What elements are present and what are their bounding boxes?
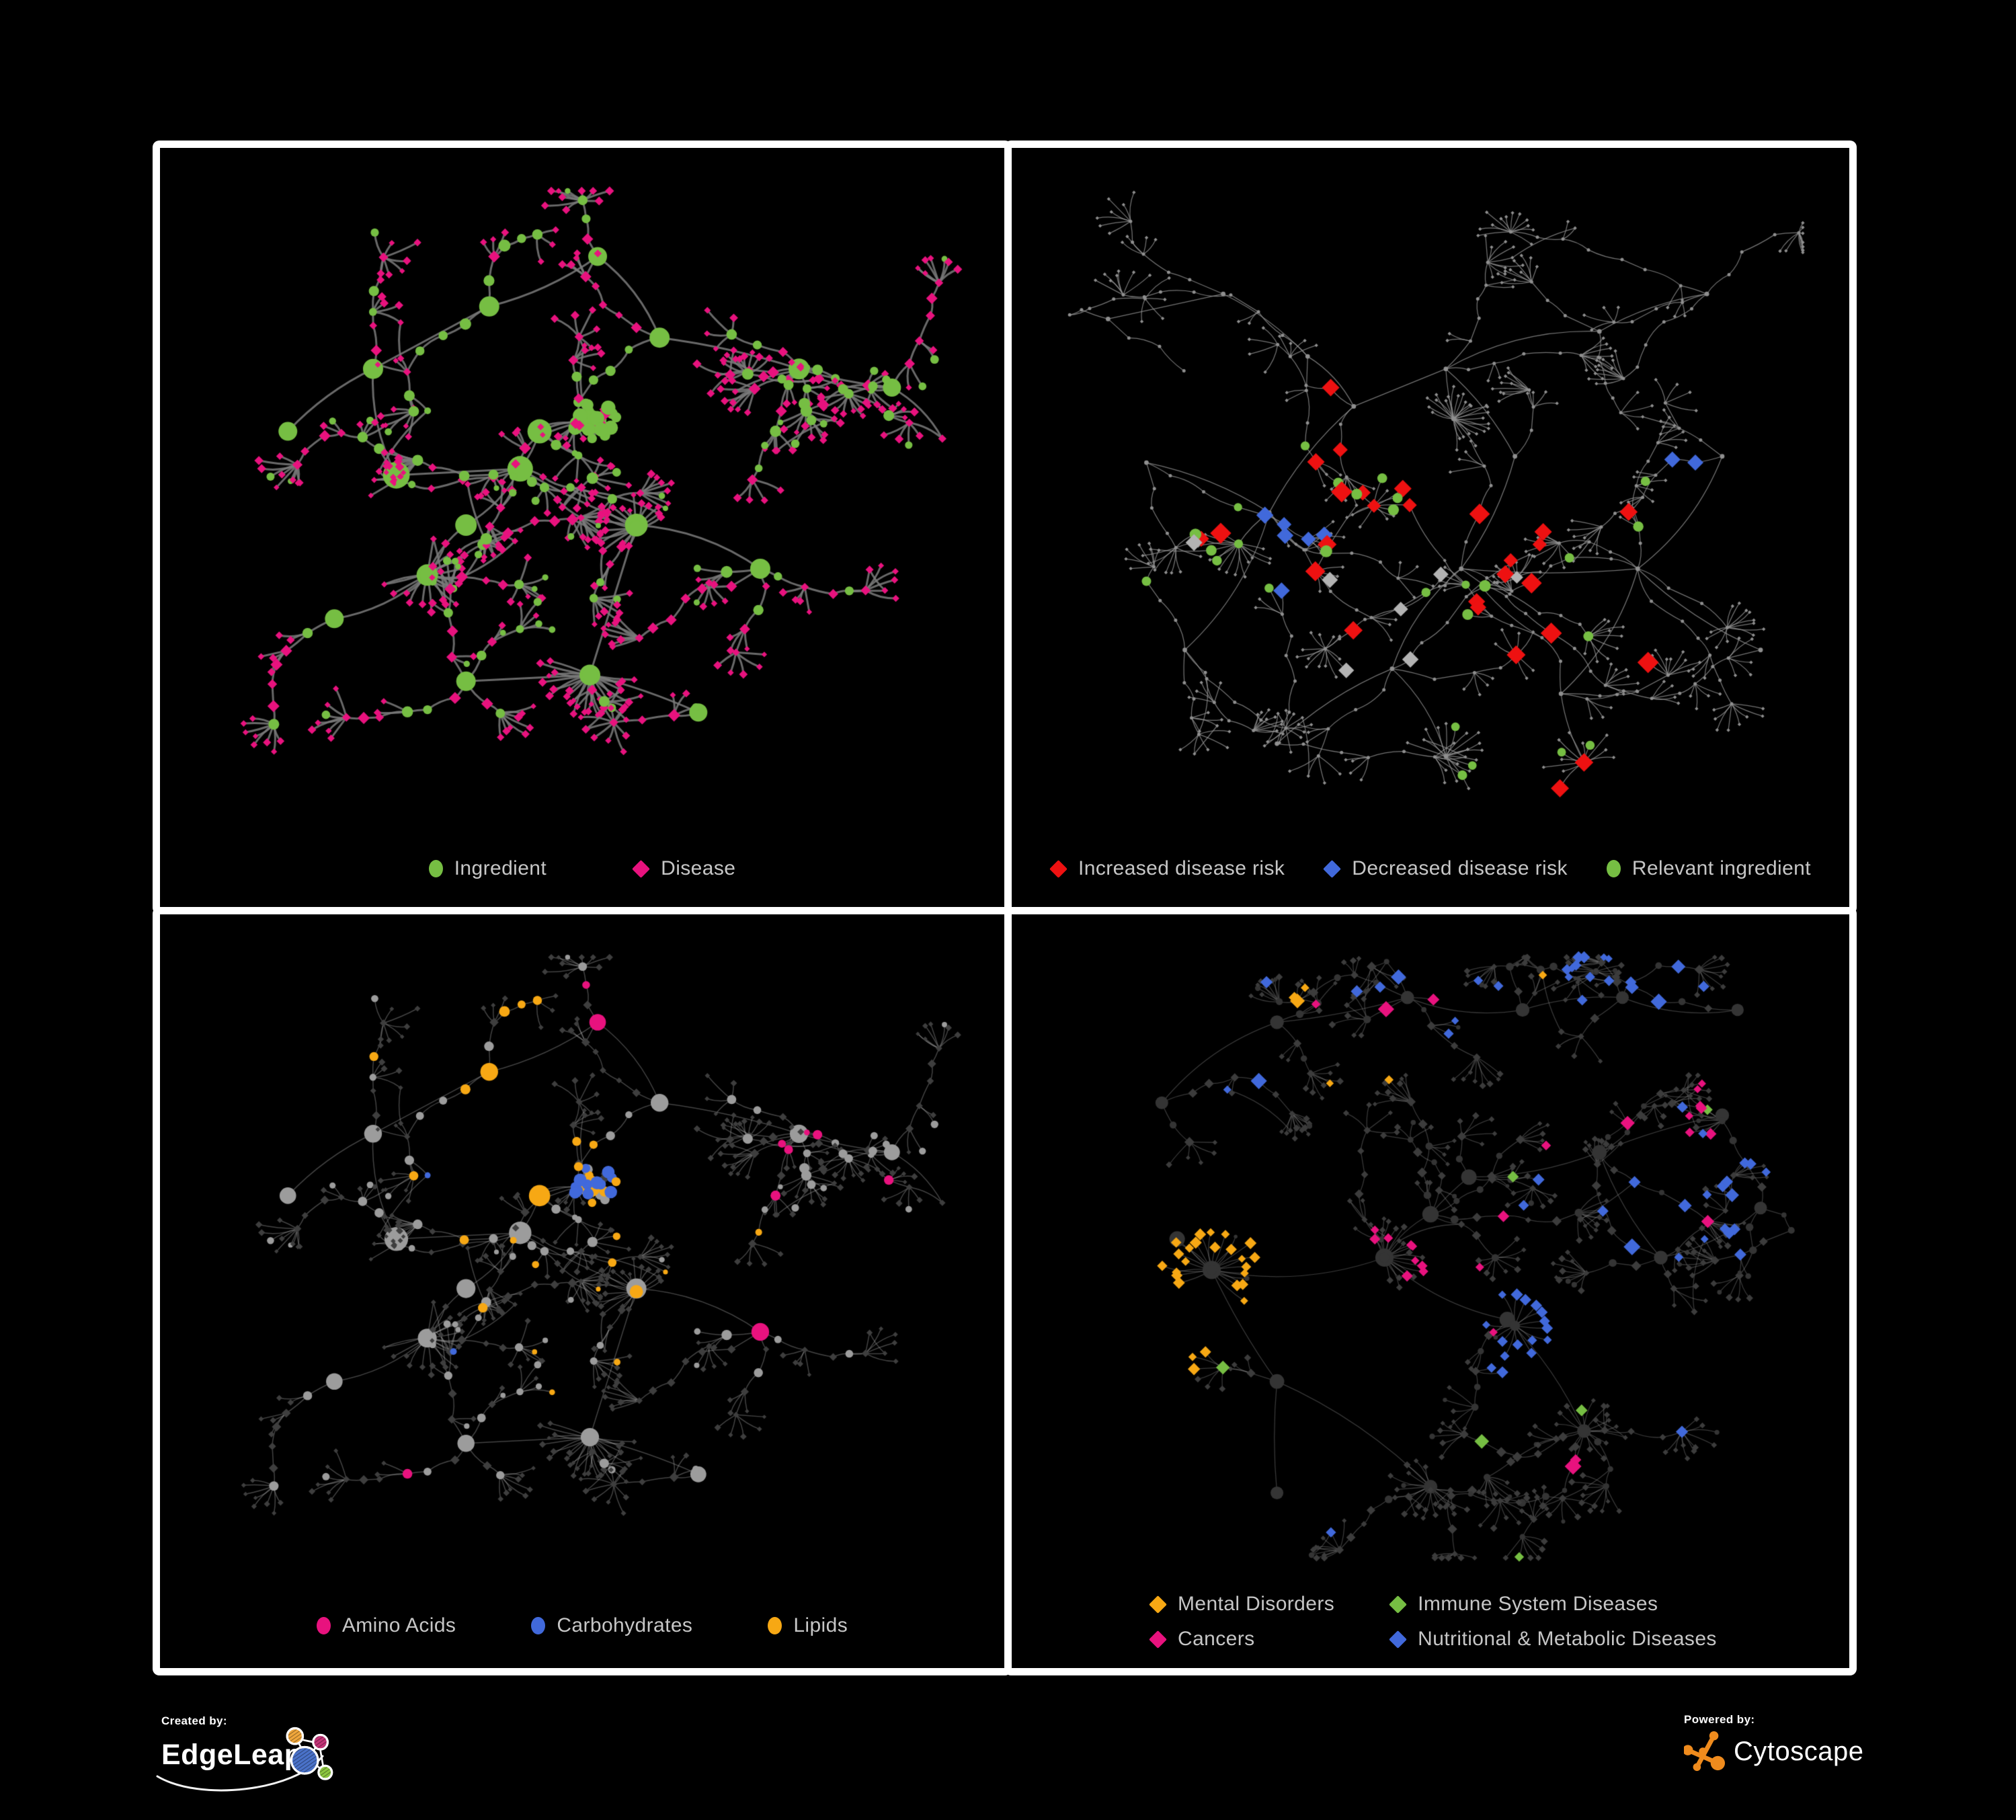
diamond-marker-icon: [1049, 859, 1067, 878]
legend-item: Amino Acids: [316, 1614, 456, 1637]
network-canvas-chemical-classes: [160, 914, 1004, 1668]
legend-item: Disease: [632, 857, 736, 880]
legend-item: Nutritional & Metabolic Diseases: [1389, 1628, 1717, 1651]
diamond-marker-icon: [1389, 1595, 1408, 1614]
cytoscape-branding: Powered by: Cytoscape: [1684, 1713, 1863, 1772]
legend-label: Cancers: [1178, 1628, 1255, 1650]
circle-marker-icon: [1606, 860, 1621, 877]
legend-label: Increased disease risk: [1078, 857, 1285, 879]
network-canvas-disease-risk: [1012, 148, 1849, 907]
legend-label: Ingredient: [454, 857, 547, 879]
edgeleap-logo: EdgeLeap: [156, 1727, 376, 1801]
cytoscape-wordmark: Cytoscape: [1734, 1736, 1864, 1766]
diamond-marker-icon: [1389, 1630, 1408, 1649]
legend-label: Decreased disease risk: [1352, 857, 1568, 879]
legend-disease-risk: Increased disease risk Decreased disease …: [1012, 857, 1849, 880]
edgeleap-branding: Created by: EdgeLeap: [156, 1714, 376, 1801]
legend-label: Mental Disorders: [1178, 1593, 1335, 1615]
legend-label: Immune System Diseases: [1418, 1593, 1658, 1615]
legend-item: Relevant ingredient: [1606, 857, 1811, 880]
powered-by-label: Powered by:: [1684, 1713, 1755, 1726]
legend-item: Immune System Diseases: [1389, 1593, 1717, 1616]
panel-disease-categories: Mental Disorders Immune System Diseases Ca…: [1004, 907, 1857, 1675]
circle-marker-icon: [531, 1617, 546, 1634]
legend-label: Relevant ingredient: [1631, 857, 1811, 879]
legend-chemical-classes: Amino Acids Carbohydrates Lipids: [160, 1614, 1004, 1637]
legend-label: Carbohydrates: [557, 1614, 693, 1636]
edgeleap-wordmark: EdgeLeap: [161, 1739, 303, 1771]
legend-label: Amino Acids: [341, 1614, 456, 1636]
edgeleap-glyph-icon: [286, 1727, 333, 1780]
cytoscape-glyph-icon: [1684, 1731, 1726, 1772]
circle-marker-icon: [316, 1617, 331, 1634]
legend-ingredient-disease: Ingredient Disease: [160, 857, 1004, 880]
created-by-label: Created by:: [161, 1714, 227, 1727]
legend-item: Increased disease risk: [1049, 857, 1285, 880]
cytoscape-logo: Cytoscape: [1684, 1731, 1863, 1772]
panel-ingredient-disease: Ingredient Disease: [153, 141, 1012, 914]
diamond-marker-icon: [1149, 1630, 1167, 1649]
panel-disease-risk: Increased disease risk Decreased disease …: [1004, 141, 1857, 914]
legend-item: Mental Disorders: [1149, 1593, 1335, 1616]
legend-item: Cancers: [1149, 1628, 1334, 1651]
circle-marker-icon: [428, 860, 443, 877]
diamond-marker-icon: [632, 859, 651, 878]
legend-item: Lipids: [768, 1614, 848, 1637]
legend-item: Decreased disease risk: [1323, 857, 1568, 880]
circle-marker-icon: [768, 1617, 782, 1634]
diamond-marker-icon: [1323, 859, 1342, 878]
legend-disease-categories: Mental Disorders Immune System Diseases Ca…: [1012, 1593, 1849, 1651]
legend-label: Disease: [661, 857, 736, 879]
network-canvas-disease-categories: [1012, 914, 1849, 1668]
legend-item: Ingredient: [428, 857, 547, 880]
diamond-marker-icon: [1149, 1595, 1167, 1614]
legend-item: Carbohydrates: [531, 1614, 692, 1637]
panel-chemical-classes: Amino Acids Carbohydrates Lipids: [153, 907, 1012, 1675]
network-canvas-ingredient-disease: [160, 148, 1004, 907]
legend-label: Nutritional & Metabolic Diseases: [1418, 1628, 1717, 1650]
legend-label: Lipids: [793, 1614, 848, 1636]
